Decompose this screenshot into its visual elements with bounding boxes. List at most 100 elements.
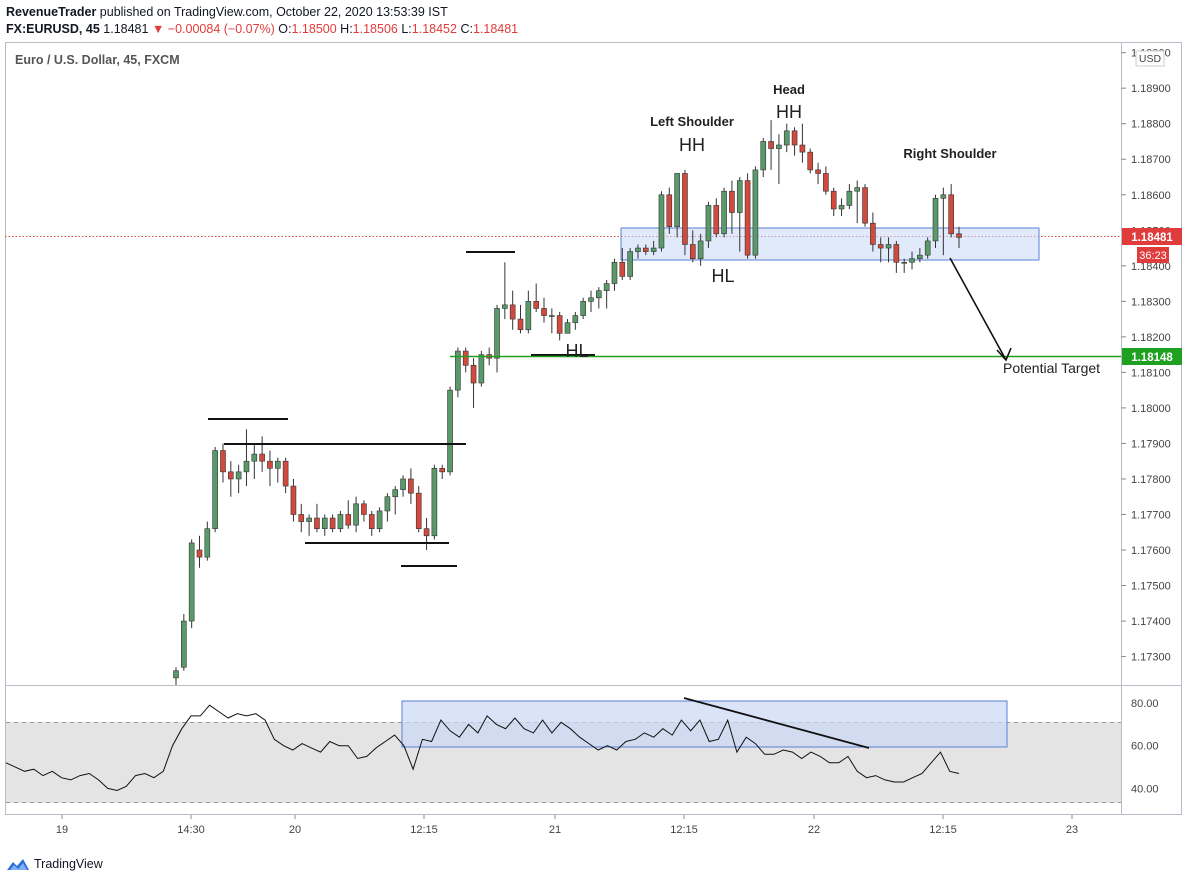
candle-body: [846, 190, 853, 206]
candle-body: [885, 244, 892, 249]
candle-body: [603, 283, 610, 291]
candle-body: [854, 187, 861, 192]
time-tick-label: 12:15: [929, 824, 957, 836]
ohlc-line: FX:EURUSD, 45 1.18481 ▼ −0.00084 (−0.07%…: [6, 21, 518, 38]
candle-body: [259, 453, 265, 462]
candle-body: [470, 364, 477, 384]
candle-body: [298, 514, 305, 522]
candle-body: [517, 318, 524, 331]
time-tick-label: 12:15: [670, 824, 698, 836]
candle-body: [572, 315, 579, 323]
candle-body: [321, 517, 328, 529]
rsi-overbought-zone[interactable]: [401, 700, 1008, 748]
candle-body: [329, 517, 336, 529]
candle-body: [744, 180, 751, 256]
candle-body: [188, 542, 195, 622]
price-tick-label: 1.18000: [1131, 403, 1171, 415]
candle-body: [689, 244, 696, 260]
candle-body: [235, 471, 242, 480]
candle-body: [306, 517, 312, 522]
price-tick-label: 1.17700: [1131, 509, 1171, 521]
candle-body: [877, 244, 884, 249]
candle-body: [173, 670, 179, 679]
symbol-label: FX:EURUSD, 45: [6, 22, 100, 36]
price-tick-label: 1.17800: [1131, 474, 1171, 486]
rsi-tick-label: 40.00: [1131, 783, 1159, 795]
potential-target-label[interactable]: Potential Target: [1003, 360, 1100, 376]
candle-body: [862, 187, 868, 224]
price-tick-label: 1.18800: [1131, 119, 1171, 131]
chart-title: Euro / U.S. Dollar, 45, FXCM: [15, 53, 180, 67]
publish-line: RevenueTrader published on TradingView.c…: [6, 4, 518, 21]
candle-body: [525, 301, 532, 331]
time-tick-label: 20: [289, 824, 301, 836]
candle-body: [423, 528, 430, 537]
candle-body: [627, 251, 633, 277]
candle-body: [556, 315, 563, 334]
right-shoulder-label[interactable]: Right Shoulder: [903, 146, 996, 161]
hl-label-upper[interactable]: HL: [711, 266, 734, 286]
price-tick-label: 1.18900: [1131, 83, 1171, 95]
candle-body: [502, 304, 508, 309]
candle-body: [408, 478, 414, 494]
hl-label-lower[interactable]: HL: [565, 341, 588, 361]
candle-body: [580, 301, 586, 316]
publisher-name[interactable]: RevenueTrader: [6, 5, 97, 19]
candle-body: [596, 290, 602, 299]
candle-body: [697, 240, 704, 260]
candle-body: [783, 130, 790, 146]
candle-body: [509, 304, 516, 320]
time-axis[interactable]: 19 14:30 20 12:15 21 12:15 22 12:15 23: [56, 815, 1078, 836]
hh-label-left[interactable]: HH: [679, 135, 705, 155]
candle-body: [650, 247, 657, 252]
rsi-tick-label: 80.00: [1131, 698, 1159, 710]
time-tick-label: 23: [1066, 824, 1078, 836]
price-tick-label: 1.17500: [1131, 581, 1171, 593]
candle-body: [948, 194, 954, 235]
price-tick-label: 1.18400: [1131, 261, 1171, 273]
candles: [173, 120, 962, 685]
candle-body: [251, 453, 258, 462]
bar-timer-badge: [1137, 247, 1169, 263]
level-lines[interactable]: [208, 251, 595, 567]
price-tick-label: 1.17600: [1131, 545, 1171, 557]
candle-body: [956, 233, 962, 238]
rsi-pane[interactable]: 80.00 60.00 40.00: [5, 697, 1159, 803]
price-tick-label: 1.18200: [1131, 332, 1171, 344]
candle-body: [791, 130, 798, 146]
high-value: 1.18506: [352, 22, 398, 36]
candle-body: [447, 389, 453, 473]
close-value: 1.18481: [472, 22, 519, 36]
candle-body: [314, 517, 320, 529]
candle-body: [345, 514, 352, 526]
last-price: 1.18481: [103, 22, 149, 36]
candle-body: [666, 194, 673, 228]
candle-body: [807, 151, 814, 171]
candle-body: [658, 194, 665, 249]
left-shoulder-label[interactable]: Left Shoulder: [650, 114, 734, 129]
candle-body: [932, 198, 939, 242]
hh-label-head[interactable]: HH: [776, 102, 802, 122]
rsi-divergence-line[interactable]: [683, 697, 870, 749]
candle-body: [870, 222, 876, 245]
low-label: L:: [401, 22, 412, 36]
candle-body: [462, 350, 469, 366]
candle-body: [619, 261, 626, 277]
head-label[interactable]: Head: [773, 82, 805, 97]
candle-body: [541, 308, 547, 316]
tradingview-logo[interactable]: TradingView: [6, 857, 103, 871]
publish-header: RevenueTrader published on TradingView.c…: [6, 4, 518, 38]
rsi-line: [5, 704, 960, 792]
chart-frame: [5, 42, 1182, 815]
candle-body: [478, 354, 485, 384]
tradingview-logo-icon: [7, 859, 29, 870]
target-price-badge: [1122, 348, 1182, 365]
published-text: published on TradingView.com, October 22…: [96, 5, 448, 19]
rsi-axis: 80.00 60.00 40.00: [1131, 698, 1159, 795]
candle-body: [713, 205, 720, 235]
candle-body: [549, 315, 555, 317]
currency-badge[interactable]: [1135, 50, 1165, 67]
projection-arrow[interactable]: [949, 257, 1007, 361]
candle-body: [768, 141, 774, 149]
